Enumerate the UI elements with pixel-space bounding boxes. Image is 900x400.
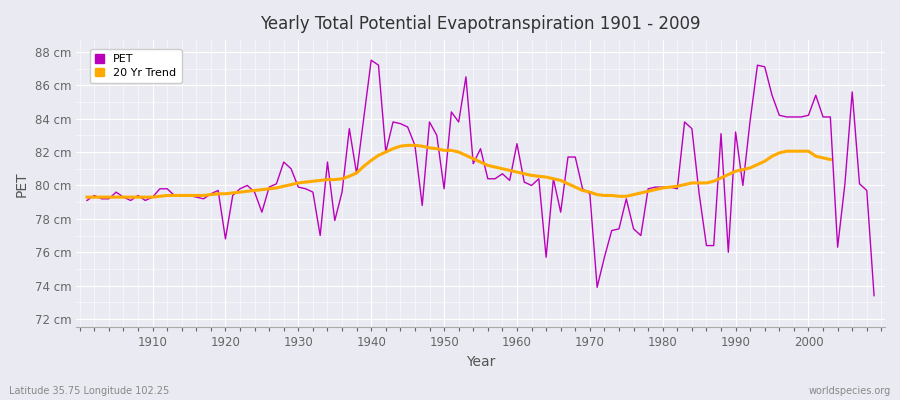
Y-axis label: PET: PET bbox=[15, 171, 29, 196]
Title: Yearly Total Potential Evapotranspiration 1901 - 2009: Yearly Total Potential Evapotranspiratio… bbox=[260, 15, 701, 33]
X-axis label: Year: Year bbox=[466, 355, 495, 369]
Text: Latitude 35.75 Longitude 102.25: Latitude 35.75 Longitude 102.25 bbox=[9, 386, 169, 396]
Text: worldspecies.org: worldspecies.org bbox=[809, 386, 891, 396]
Legend: PET, 20 Yr Trend: PET, 20 Yr Trend bbox=[90, 48, 182, 83]
